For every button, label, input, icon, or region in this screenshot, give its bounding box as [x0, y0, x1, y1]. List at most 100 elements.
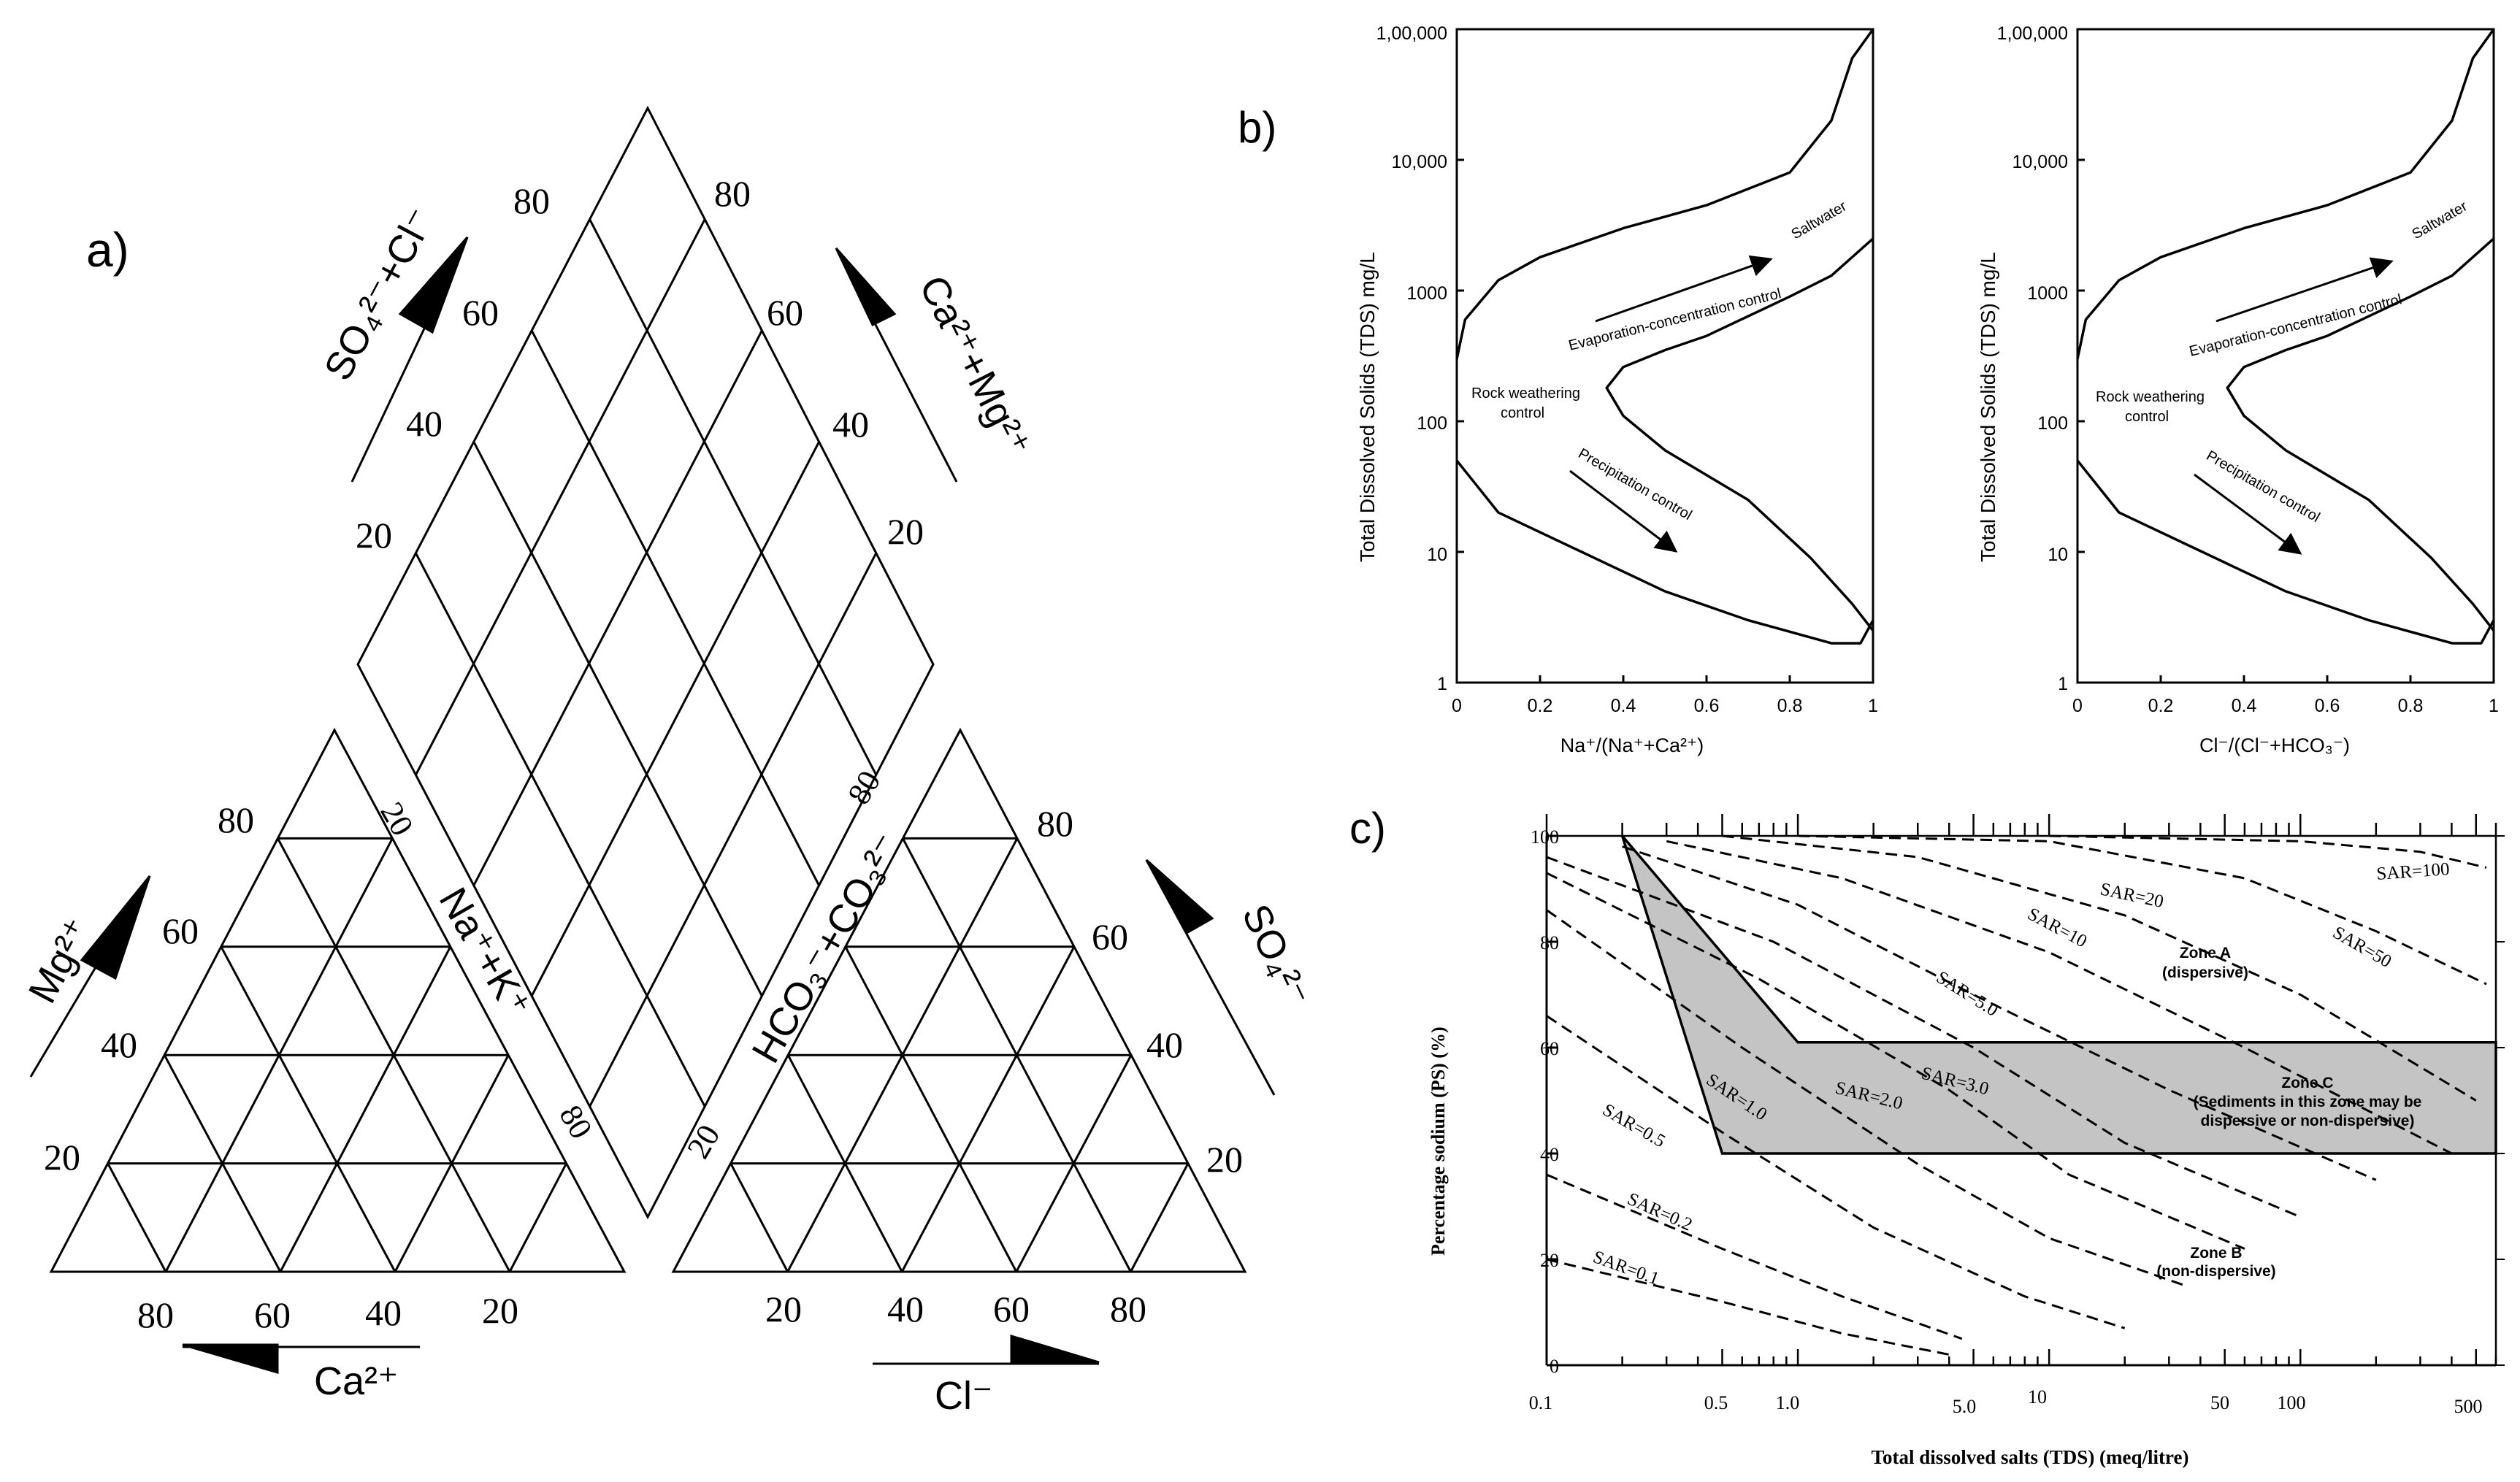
cation-triangle-outline — [49, 727, 627, 1273]
zone-b-title: Zone B — [2190, 1245, 2242, 1262]
gibbs-cation-ytick-100: 100 — [1417, 413, 1447, 434]
cation-triangle-grid-line — [277, 837, 511, 1272]
cl-tick-60: 60 — [993, 1289, 1030, 1329]
gibbs-anion-chart: 1,00,000 10,000 1000 100 10 1 0 0.2 0.4 … — [1977, 23, 2499, 756]
tds-xtick-1.0: 1.0 — [1776, 1392, 1800, 1413]
cation-triangle-grid-line — [164, 837, 394, 1272]
gibbs-cation-xtick-04: 0.4 — [1611, 696, 1636, 716]
axis-label-ca-mg: Ca²⁺+Mg²⁺ — [911, 269, 1038, 464]
diamond-tick-40-left: 40 — [406, 403, 443, 444]
gibbs-cation-xlabel: Na⁺/(Na⁺+Ca²⁺) — [1560, 734, 1704, 756]
tds-xtick-0.5: 0.5 — [1704, 1392, 1728, 1413]
anion-triangle-grid-line — [729, 1162, 789, 1272]
gibbs-cation-ytick-100000: 1,00,000 — [1376, 23, 1447, 44]
gibbs-cation-xtick-08: 0.8 — [1777, 696, 1803, 716]
gibbs-cation-ylabel: Total Dissolved Solids (TDS) mg/L — [1356, 252, 1379, 562]
sar-line-0-5 — [1546, 1015, 2126, 1329]
cation-triangle-grid-line — [107, 1162, 167, 1272]
gibbs-anion-evaporation-arrow-icon — [2215, 257, 2394, 323]
sar-axes — [1545, 814, 2505, 1367]
diamond-grid-line — [589, 218, 878, 776]
so4-arrow-icon — [1145, 859, 1214, 935]
gibbs-cation-curve-1 — [1455, 28, 1874, 359]
gibbs-cation-ytick-10000: 10,000 — [1392, 152, 1447, 172]
diamond-tick-80-left: 80 — [513, 180, 550, 221]
anion-triangle-grid-line — [1130, 1162, 1190, 1272]
gibbs-anion-ylabel: Total Dissolved Solids (TDS) mg/L — [1977, 252, 1999, 562]
gibbs-cation-xtick-02: 0.2 — [1528, 696, 1553, 716]
piper-diagram: a) 80 60 40 20 80 60 40 20 20 80 80 20 8… — [20, 105, 1318, 1418]
cation-triangle-grid-line — [508, 1162, 567, 1272]
sar-label-5: SAR=5.0 — [1933, 967, 2002, 1021]
gibbs-anion-ytick-1000: 1000 — [2027, 283, 2068, 304]
gibbs-anion-curve-2 — [2076, 459, 2495, 645]
gibbs-anion-xtick-0: 0 — [2072, 696, 2083, 716]
so4-tick-20: 20 — [1206, 1139, 1243, 1180]
diamond-tick-20-lower-left: 20 — [373, 796, 420, 842]
ca-tick-60: 60 — [254, 1294, 291, 1335]
mg-tick-20: 20 — [44, 1137, 80, 1178]
sar-label-50: SAR=50 — [2329, 923, 2394, 972]
cl-tick-20: 20 — [765, 1289, 802, 1329]
ps-ytick-20: 20 — [1540, 1250, 1559, 1271]
gibbs-anion-xtick-08: 0.8 — [2398, 696, 2424, 716]
anion-triangle — [671, 727, 1247, 1273]
mg-arrow-icon — [80, 875, 151, 980]
gibbs-anion-ytick-10: 10 — [2048, 545, 2068, 565]
anion-triangle-grid-line — [900, 946, 1076, 1272]
gibbs-anion-ytick-10000: 10,000 — [2012, 152, 2068, 172]
ca-tick-80: 80 — [137, 1294, 174, 1335]
sar-line-20 — [1722, 834, 2477, 1102]
gibbs-cation-saltwater-label: Saltwater — [1789, 198, 1850, 242]
diamond-tick-40-right: 40 — [832, 404, 869, 445]
tds-xtick-10: 10 — [2028, 1386, 2047, 1408]
panel-label-c: c) — [1349, 804, 1386, 853]
sar-line-1-0 — [1546, 909, 2186, 1287]
axis-label-so4: SO₄²⁻ — [1233, 898, 1318, 1013]
sar-line-50 — [1798, 834, 2487, 986]
zone-a-subtitle: (dispersive) — [2162, 964, 2248, 981]
ps-ytick-60: 60 — [1540, 1038, 1559, 1059]
sar-line-100 — [2049, 834, 2487, 869]
gibbs-cation-ticks — [1455, 28, 1874, 684]
tds-xtick-500: 500 — [2454, 1396, 2483, 1417]
gibbs-anion-saltwater-label: Saltwater — [2410, 198, 2470, 242]
gibbs-diagrams: b) 1,00,000 10,000 1000 100 10 1 0 0.2 0… — [1238, 23, 2499, 756]
gibbs-anion-xtick-1: 1 — [2489, 696, 2499, 716]
gibbs-anion-curves — [2076, 28, 2495, 684]
cl-tick-40: 40 — [887, 1289, 924, 1329]
diamond-tick-80-right: 80 — [714, 173, 751, 214]
ps-ytick-80: 80 — [1540, 932, 1559, 953]
gibbs-cation-precipitation-arrow-icon — [1569, 469, 1678, 553]
diamond-grid-line — [472, 441, 763, 997]
diamond-grid-line — [415, 218, 706, 776]
anion-triangle-grid-line — [786, 837, 1019, 1272]
diamond-tick-60-left: 60 — [462, 292, 499, 333]
gibbs-anion-frame — [2076, 28, 2495, 684]
gibbs-cation-frame — [1455, 28, 1874, 684]
anion-triangle-grid-line — [844, 946, 1018, 1272]
ca-mg-arrow-icon — [835, 247, 897, 327]
diamond-tick-80-lower-left: 80 — [552, 1099, 599, 1145]
gibbs-anion-curve-1 — [2076, 28, 2495, 359]
diamond-tick-80-lower-right: 80 — [840, 764, 887, 810]
ca-tick-40: 40 — [365, 1292, 402, 1333]
sar-chart: c) 100 80 60 40 20 0 0.1 0.5 1.0 5.0 10 … — [1349, 804, 2505, 1468]
zone-c-line-3: dispersive or non-dispersive) — [2201, 1113, 2415, 1129]
zone-c-line-2: (Sediments in this zone may be — [2194, 1094, 2422, 1110]
diamond-outline — [356, 105, 935, 1220]
gibbs-anion-rock-label-1: Rock weathering — [2096, 389, 2205, 405]
gibbs-anion-xtick-06: 0.6 — [2315, 696, 2340, 716]
cation-triangle-grid-line — [220, 946, 397, 1272]
anion-triangle-grid-line — [902, 837, 1132, 1272]
cl-tick-80: 80 — [1110, 1289, 1146, 1329]
tds-xtick-5.0: 5.0 — [1953, 1396, 1977, 1417]
ps-ytick-0: 0 — [1550, 1356, 1559, 1377]
axis-label-cl: Cl⁻ — [935, 1374, 993, 1418]
gibbs-cation-xtick-06: 0.6 — [1694, 696, 1720, 716]
gibbs-cation-curve-3 — [1605, 237, 1874, 631]
sar-label-01: SAR=0.1 — [1590, 1247, 1662, 1289]
panel-label-b: b) — [1238, 103, 1276, 152]
ca-tick-20: 20 — [482, 1290, 518, 1331]
